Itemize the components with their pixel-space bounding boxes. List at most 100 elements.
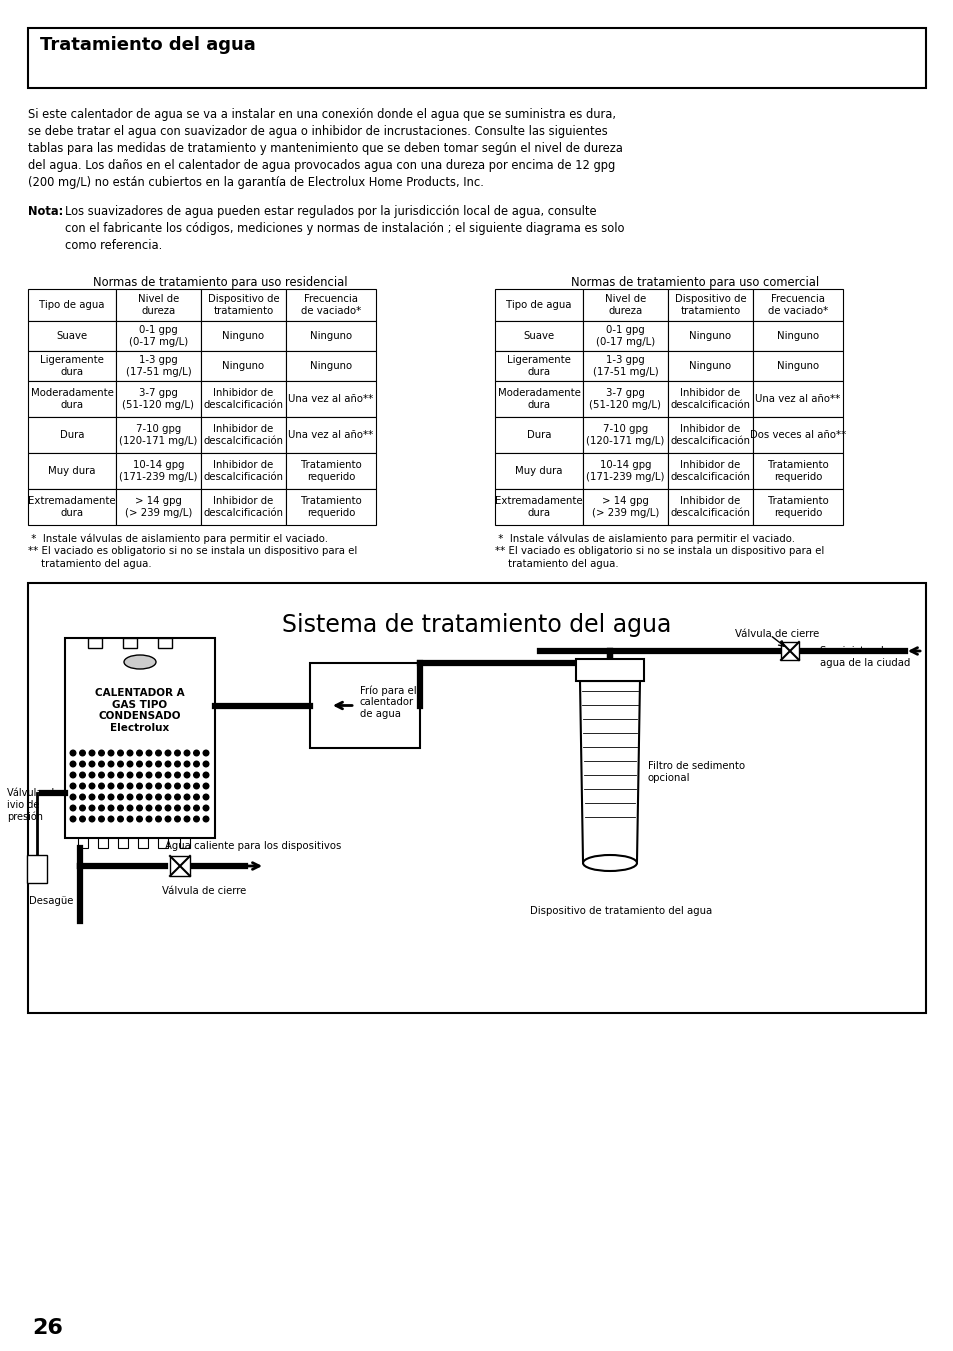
Circle shape <box>146 773 152 778</box>
Circle shape <box>165 773 171 778</box>
Circle shape <box>98 750 104 755</box>
Bar <box>667 453 752 489</box>
Circle shape <box>136 805 142 811</box>
Circle shape <box>155 805 161 811</box>
Text: Una vez al año**: Una vez al año** <box>288 394 374 404</box>
Bar <box>201 417 286 453</box>
Circle shape <box>203 761 209 767</box>
Circle shape <box>136 773 142 778</box>
Text: Dura: Dura <box>526 430 551 440</box>
Bar <box>78 838 88 848</box>
Circle shape <box>193 794 199 800</box>
Circle shape <box>80 761 85 767</box>
Bar <box>667 351 752 381</box>
Text: Ninguno: Ninguno <box>689 331 731 340</box>
Circle shape <box>184 816 190 821</box>
Bar <box>286 417 375 453</box>
Circle shape <box>80 794 85 800</box>
Bar <box>201 381 286 417</box>
Circle shape <box>193 773 199 778</box>
Text: 3-7 gpg
(51-120 mg/L): 3-7 gpg (51-120 mg/L) <box>589 388 660 409</box>
Bar <box>667 489 752 526</box>
Circle shape <box>127 805 132 811</box>
Text: Muy dura: Muy dura <box>49 466 95 476</box>
Circle shape <box>80 784 85 789</box>
Circle shape <box>174 805 180 811</box>
Bar <box>158 838 168 848</box>
Bar <box>310 663 419 748</box>
Bar <box>138 838 148 848</box>
Circle shape <box>165 805 171 811</box>
Circle shape <box>146 750 152 755</box>
Text: Ninguno: Ninguno <box>776 361 819 372</box>
Circle shape <box>184 773 190 778</box>
Circle shape <box>184 761 190 767</box>
Circle shape <box>155 761 161 767</box>
Circle shape <box>90 750 94 755</box>
Text: 7-10 gpg
(120-171 mg/L): 7-10 gpg (120-171 mg/L) <box>586 424 664 446</box>
Circle shape <box>108 794 113 800</box>
Bar <box>116 322 201 351</box>
Text: Los suavizadores de agua pueden estar regulados por la jurisdicción local de agu: Los suavizadores de agua pueden estar re… <box>65 205 596 218</box>
Bar <box>116 453 201 489</box>
Circle shape <box>184 794 190 800</box>
Text: CALENTADOR A
GAS TIPO
CONDENSADO
Electrolux: CALENTADOR A GAS TIPO CONDENSADO Electro… <box>95 688 185 732</box>
Text: > 14 gpg
(> 239 mg/L): > 14 gpg (> 239 mg/L) <box>591 496 659 517</box>
Bar <box>28 417 116 453</box>
Circle shape <box>127 784 132 789</box>
Text: Nivel de
dureza: Nivel de dureza <box>138 295 179 316</box>
Circle shape <box>136 816 142 821</box>
Circle shape <box>155 773 161 778</box>
Circle shape <box>98 784 104 789</box>
Circle shape <box>184 805 190 811</box>
Circle shape <box>71 773 75 778</box>
Circle shape <box>71 784 75 789</box>
Bar <box>582 381 667 417</box>
Text: > 14 gpg
(> 239 mg/L): > 14 gpg (> 239 mg/L) <box>125 496 192 517</box>
Circle shape <box>80 816 85 821</box>
Text: Extremadamente
dura: Extremadamente dura <box>495 496 582 517</box>
Circle shape <box>127 816 132 821</box>
Bar <box>158 638 172 648</box>
Circle shape <box>184 750 190 755</box>
Circle shape <box>98 794 104 800</box>
Circle shape <box>203 805 209 811</box>
Text: 10-14 gpg
(171-239 mg/L): 10-14 gpg (171-239 mg/L) <box>586 461 664 482</box>
Circle shape <box>155 750 161 755</box>
Circle shape <box>174 784 180 789</box>
Text: 3-7 gpg
(51-120 mg/L): 3-7 gpg (51-120 mg/L) <box>122 388 194 409</box>
Text: Inhibidor de
descalcificación: Inhibidor de descalcificación <box>670 461 750 482</box>
Bar <box>582 289 667 322</box>
Circle shape <box>108 816 113 821</box>
Text: Una vez al año**: Una vez al año** <box>755 394 840 404</box>
Text: Frío para el
calentador
de agua: Frío para el calentador de agua <box>359 685 416 719</box>
Text: Tratamiento
requerido: Tratamiento requerido <box>767 461 827 482</box>
Bar <box>286 453 375 489</box>
Circle shape <box>71 761 75 767</box>
Text: Tipo de agua: Tipo de agua <box>39 300 105 309</box>
Circle shape <box>127 794 132 800</box>
Bar <box>118 838 128 848</box>
Circle shape <box>203 750 209 755</box>
Circle shape <box>203 773 209 778</box>
Circle shape <box>155 816 161 821</box>
Circle shape <box>117 761 123 767</box>
Bar <box>667 417 752 453</box>
Circle shape <box>146 784 152 789</box>
Bar <box>495 322 582 351</box>
Text: 1-3 gpg
(17-51 mg/L): 1-3 gpg (17-51 mg/L) <box>592 355 658 377</box>
Bar <box>286 289 375 322</box>
Bar <box>98 838 108 848</box>
Bar <box>116 381 201 417</box>
Circle shape <box>174 750 180 755</box>
Bar <box>28 584 925 1013</box>
Bar <box>495 453 582 489</box>
Text: ** El vaciado es obligatorio si no se instala un dispositivo para el: ** El vaciado es obligatorio si no se in… <box>495 546 823 557</box>
Text: Tratamiento
requerido: Tratamiento requerido <box>300 461 361 482</box>
Bar <box>582 489 667 526</box>
Bar <box>28 489 116 526</box>
Text: 10-14 gpg
(171-239 mg/L): 10-14 gpg (171-239 mg/L) <box>119 461 197 482</box>
Text: del agua. Los daños en el calentador de agua provocados agua con una dureza por : del agua. Los daños en el calentador de … <box>28 159 615 172</box>
Text: Válvula de cierre: Válvula de cierre <box>734 630 819 639</box>
Bar <box>582 351 667 381</box>
